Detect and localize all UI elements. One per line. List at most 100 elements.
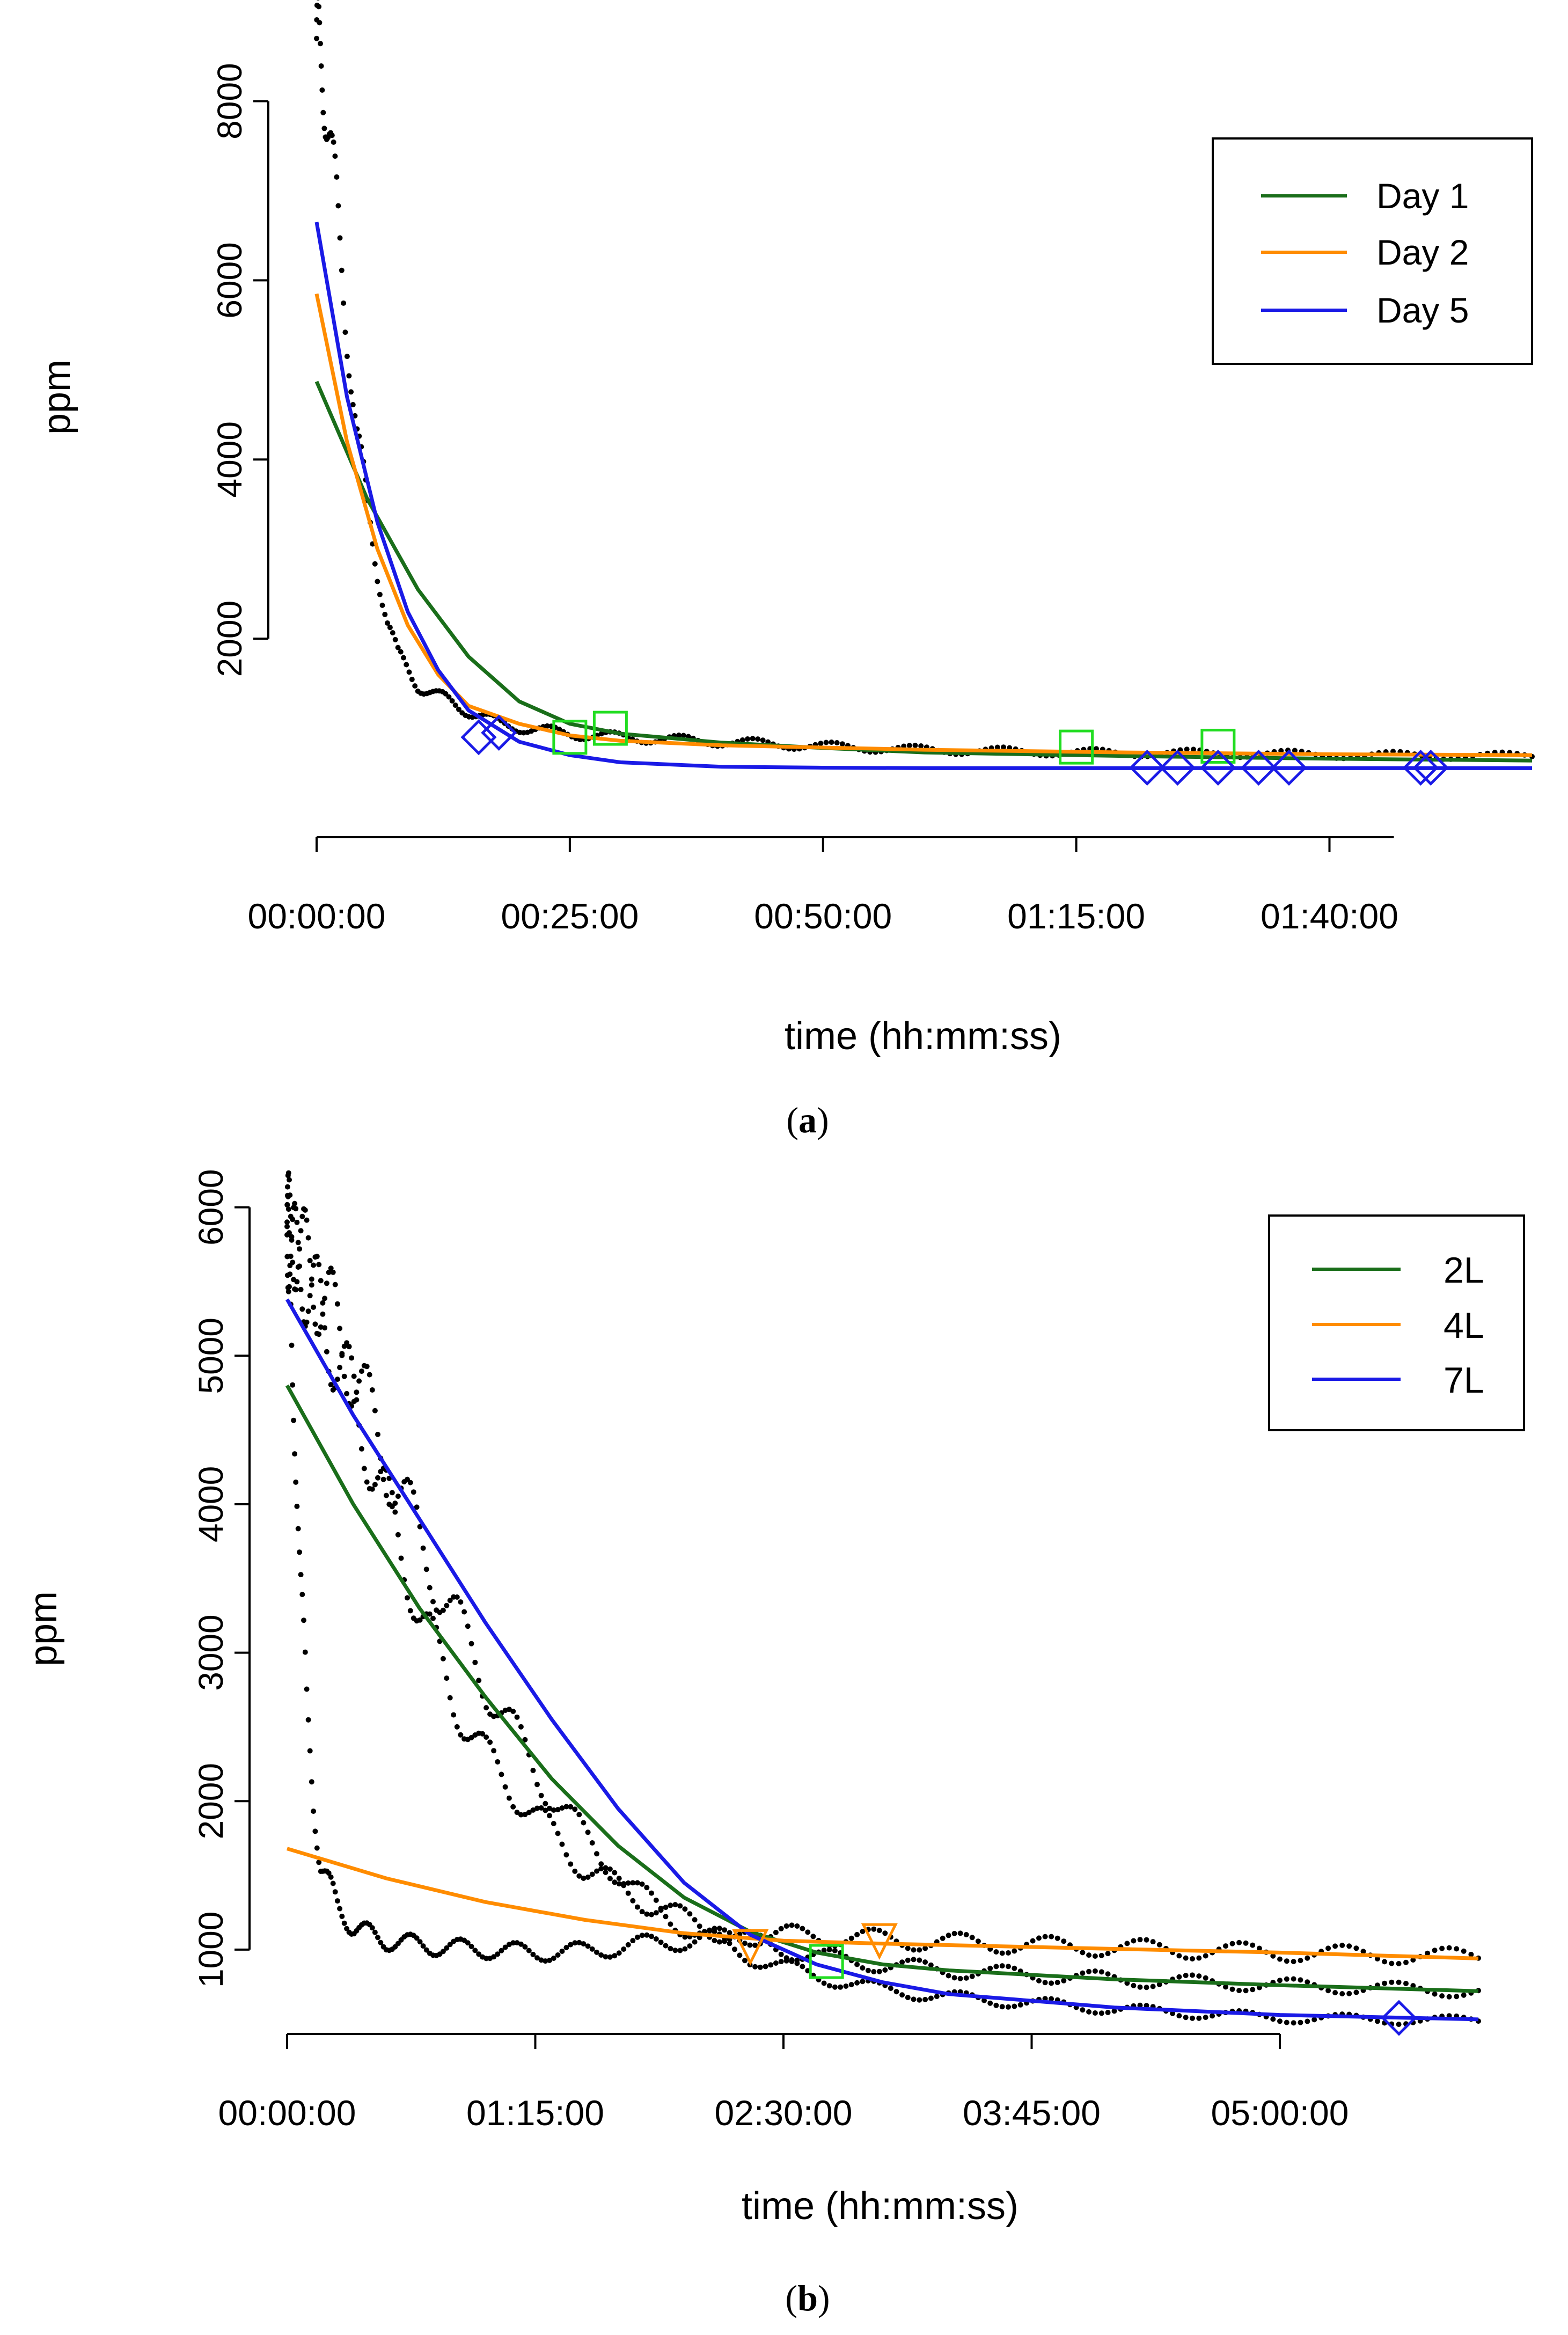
observed-point (347, 1344, 352, 1349)
observed-point (412, 683, 417, 689)
observed-point (644, 1885, 649, 1890)
observed-point (1055, 1980, 1060, 1985)
observed-point (1144, 1985, 1149, 1990)
observed-point (1012, 2004, 1017, 2009)
observed-point (1000, 1963, 1005, 1968)
observed-point (854, 1980, 860, 1986)
x-tick-label: 01:15:00 (466, 2093, 604, 2133)
observed-point (877, 1969, 882, 1974)
observed-point (285, 1184, 290, 1190)
observed-point (296, 1240, 301, 1245)
observed-point (364, 1364, 370, 1369)
observed-point (483, 1734, 489, 1740)
observed-point (387, 625, 393, 630)
observed-point (346, 373, 351, 378)
observed-point (311, 1809, 316, 1814)
observed-point (621, 1946, 626, 1952)
observed-point (294, 1504, 299, 1509)
observed-point (491, 1748, 496, 1753)
observed-point (672, 1902, 678, 1907)
observed-point (515, 1715, 520, 1720)
observed-point (789, 1959, 795, 1964)
observed-point (911, 1948, 917, 1953)
observed-point (1403, 1981, 1409, 1986)
observed-point (626, 1942, 631, 1948)
observed-point (779, 1952, 784, 1957)
observed-point (1454, 1946, 1459, 1951)
observed-point (1000, 2004, 1005, 2009)
observed-point (934, 1994, 940, 1999)
observed-point (333, 1889, 338, 1894)
observed-point (1230, 1987, 1235, 1992)
observed-point (1183, 1973, 1189, 1978)
observed-point (905, 1945, 911, 1951)
observed-point (424, 1567, 429, 1572)
observed-point (818, 741, 823, 746)
observed-point (342, 330, 348, 335)
observed-point (288, 1214, 294, 1219)
observed-point (677, 1948, 683, 1953)
observed-point (444, 1675, 449, 1681)
observed-point (317, 20, 322, 25)
observed-point (390, 630, 395, 635)
observed-point (339, 1351, 345, 1356)
observed-point (1183, 2015, 1189, 2020)
observed-point (483, 1705, 489, 1710)
observed-point (306, 1308, 311, 1314)
observed-point (318, 1278, 324, 1283)
observed-point (448, 1695, 453, 1701)
observed-point (644, 1933, 649, 1938)
observed-point (311, 1263, 316, 1268)
observed-point (987, 2001, 993, 2006)
observed-point (958, 1976, 963, 1981)
observed-point (888, 1986, 893, 1991)
observed-point (351, 1374, 357, 1379)
observed-point (952, 1975, 957, 1980)
y-tick-label: 3000 (192, 1614, 230, 1690)
observed-point (559, 1842, 565, 1847)
legend-label-2l: 2L (1444, 1250, 1484, 1291)
observed-point (649, 1912, 654, 1917)
observed-point (293, 1287, 298, 1292)
observed-point (372, 1930, 378, 1935)
observed-point (309, 1779, 314, 1784)
observed-point (534, 1782, 540, 1787)
observed-point (1291, 1977, 1296, 1982)
observed-point (290, 1260, 295, 1265)
observed-point (626, 1880, 631, 1886)
observed-point (755, 736, 760, 742)
observed-point (654, 1936, 659, 1942)
observed-point (1000, 1951, 1005, 1956)
observed-point (1036, 1935, 1042, 1941)
observed-point (510, 1709, 516, 1714)
observed-point (349, 1355, 354, 1360)
observed-point (1325, 1945, 1331, 1951)
observed-point (1080, 2007, 1085, 2012)
observed-point (745, 736, 750, 742)
observed-point (1353, 1945, 1359, 1951)
observed-point (375, 579, 380, 584)
observed-point (381, 1477, 386, 1482)
observed-point (810, 1934, 816, 1939)
observed-point (663, 1943, 669, 1949)
observed-point (309, 1282, 314, 1287)
observed-point (894, 1989, 899, 1994)
observed-point (495, 1759, 500, 1765)
observed-point (390, 1490, 395, 1495)
observed-point (297, 1549, 302, 1555)
observed-point (905, 1995, 911, 2000)
observed-point (993, 1949, 999, 1955)
observed-point (866, 1968, 871, 1973)
observed-point (877, 1928, 882, 1933)
observed-point (1236, 1988, 1242, 1993)
observed-point (993, 2003, 999, 2008)
observed-point (382, 612, 387, 617)
observed-point (1006, 1964, 1011, 1969)
observed-point (316, 1331, 321, 1337)
x-tick-label: 00:00:00 (248, 896, 386, 936)
observed-point (829, 740, 834, 745)
observed-point (843, 1983, 848, 1989)
observed-point (1447, 1994, 1452, 2000)
legend-box-a (1213, 138, 1532, 364)
observed-point (576, 1812, 582, 1817)
